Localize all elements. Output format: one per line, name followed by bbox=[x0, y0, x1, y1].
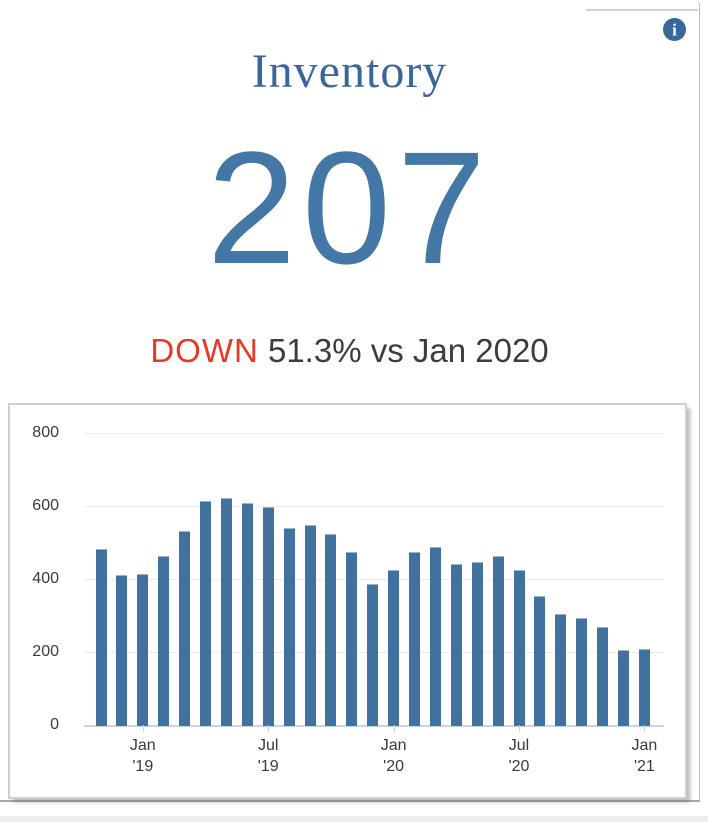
metric-delta: DOWN 51.3% vs Jan 2020 bbox=[0, 332, 699, 370]
delta-text: 51.3% vs Jan 2020 bbox=[258, 332, 549, 369]
page-title: Inventory bbox=[251, 45, 448, 98]
bar[interactable] bbox=[346, 551, 358, 726]
bar[interactable] bbox=[409, 551, 420, 726]
x-axis-tick[interactable] bbox=[142, 725, 144, 732]
metric-value: 207 bbox=[207, 118, 492, 297]
bar[interactable] bbox=[471, 561, 483, 726]
bar[interactable] bbox=[220, 497, 232, 726]
bar[interactable] bbox=[325, 534, 337, 726]
delta-direction: DOWN bbox=[150, 332, 259, 369]
bar[interactable] bbox=[137, 573, 149, 726]
x-axis-tick[interactable] bbox=[644, 725, 646, 732]
gridline[interactable] bbox=[84, 725, 664, 727]
x-axis-label[interactable]: Jan '21 bbox=[631, 737, 658, 775]
inventory-card: i Inventory 207 DOWN 51.3% vs Jan 2020 0… bbox=[0, 0, 700, 802]
bar[interactable] bbox=[95, 549, 107, 726]
gridline[interactable] bbox=[84, 505, 664, 507]
page-bottom-strip bbox=[0, 816, 708, 822]
bar[interactable] bbox=[534, 596, 546, 726]
x-axis-label[interactable]: Jul '19 bbox=[257, 737, 279, 775]
x-axis-tick[interactable] bbox=[268, 725, 270, 732]
x-axis-tick[interactable] bbox=[393, 725, 395, 732]
bar[interactable] bbox=[638, 649, 650, 726]
bar[interactable] bbox=[618, 650, 629, 726]
x-axis-label[interactable]: Jan '19 bbox=[129, 737, 156, 775]
bar[interactable] bbox=[262, 507, 274, 726]
bar[interactable] bbox=[388, 569, 400, 726]
gridline[interactable] bbox=[84, 578, 664, 580]
bar[interactable] bbox=[429, 547, 441, 726]
gridline[interactable] bbox=[84, 432, 664, 434]
bar[interactable] bbox=[576, 618, 588, 726]
inventory-chart: 0 200 400 600 800 Jan '19 Jul '19 Jan '20 Jul '2… bbox=[8, 403, 687, 799]
x-axis-label[interactable]: Jan '20 bbox=[380, 737, 407, 775]
bar[interactable] bbox=[283, 527, 295, 726]
bar[interactable] bbox=[241, 502, 253, 726]
bar[interactable] bbox=[513, 569, 525, 726]
bar[interactable] bbox=[450, 563, 462, 726]
info-glyph: i bbox=[672, 21, 677, 40]
y-axis-label[interactable]: 800 bbox=[32, 423, 59, 441]
info-button[interactable]: i bbox=[662, 17, 687, 42]
bar[interactable] bbox=[367, 584, 379, 726]
y-axis-label[interactable]: 200 bbox=[32, 642, 59, 660]
bar[interactable] bbox=[304, 525, 316, 726]
x-axis-tick[interactable] bbox=[519, 725, 520, 732]
bar[interactable] bbox=[179, 530, 191, 726]
bar[interactable] bbox=[158, 556, 170, 726]
x-axis-label[interactable]: Jul '20 bbox=[508, 737, 530, 775]
bar[interactable] bbox=[492, 556, 504, 726]
bar[interactable] bbox=[200, 501, 211, 726]
bar[interactable] bbox=[597, 627, 609, 726]
info-icon: i bbox=[663, 18, 686, 41]
y-axis-label[interactable]: 0 bbox=[50, 716, 59, 733]
bar[interactable] bbox=[555, 614, 567, 726]
y-axis-label[interactable]: 600 bbox=[32, 496, 59, 514]
bar[interactable] bbox=[116, 575, 128, 726]
y-axis-label[interactable]: 400 bbox=[32, 569, 59, 587]
card-top-border bbox=[586, 9, 698, 11]
